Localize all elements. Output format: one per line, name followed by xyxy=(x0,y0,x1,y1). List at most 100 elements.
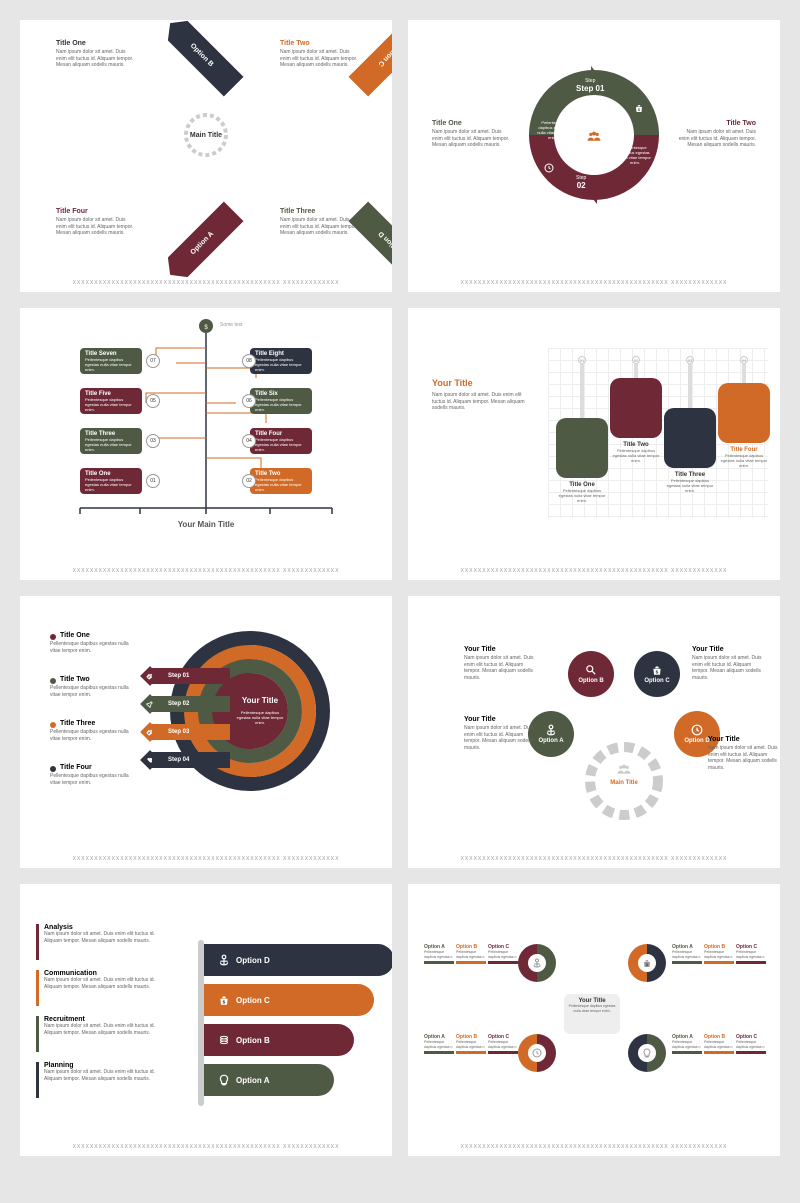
title: Title Four xyxy=(56,208,136,215)
left-title: Title One xyxy=(432,120,512,127)
leaf-Option B: Option B xyxy=(204,1024,354,1056)
arm-Option A: Option A xyxy=(160,201,243,284)
lorem: Nam ipsum dolor sit amet. Duis enim elit… xyxy=(56,49,136,69)
callout-01: Title OnePellentesque dapibus egestas nu… xyxy=(80,468,142,494)
step-2: Step 03 xyxy=(150,724,230,740)
step-3: Step 04 xyxy=(150,752,230,768)
leaf-Option D: Option D xyxy=(204,944,392,976)
donut-3 xyxy=(628,1034,666,1072)
slide-3-tree: $ Some text Title SevenPellentesque dapi… xyxy=(20,308,392,580)
card-num: 04 xyxy=(740,356,748,364)
dot xyxy=(50,634,56,640)
top-text: Some text xyxy=(220,322,243,328)
num-04: 04 xyxy=(242,434,256,448)
card-num: 03 xyxy=(686,356,694,364)
center-title: Your Title xyxy=(235,696,285,705)
title: Planning xyxy=(44,1062,164,1069)
dot xyxy=(50,722,56,728)
main-title: Your Main Title xyxy=(20,520,392,529)
slide-4-cards: Your Title Nam ipsum dolor sit amet. Dui… xyxy=(408,308,780,580)
footer: XXXXXXXXXXXXXXXXXXXXXXXXXXXXXXXXXXXXXXXX… xyxy=(20,1144,392,1150)
footer: XXXXXXXXXXXXXXXXXXXXXXXXXXXXXXXXXXXXXXXX… xyxy=(408,280,780,286)
title: Your Title xyxy=(708,736,778,743)
lorem: Nam ipsum dolor sit amet. Duis enim elit… xyxy=(432,392,532,412)
bar xyxy=(36,924,39,960)
lorem: Nam ipsum dolor sit amet. Duis enim elit… xyxy=(676,129,756,149)
title: Your Title xyxy=(464,716,534,723)
footer: XXXXXXXXXXXXXXXXXXXXXXXXXXXXXXXXXXXXXXXX… xyxy=(408,856,780,862)
lorem: Nam ipsum dolor sit amet. Duis enim elit… xyxy=(432,129,512,149)
title: Title One xyxy=(60,632,90,639)
bar xyxy=(36,1062,39,1098)
step-0: Step 01 xyxy=(150,668,230,684)
step-02: Step02 xyxy=(576,175,586,190)
card-3 xyxy=(718,383,770,443)
node-Option C: Option C xyxy=(634,651,680,697)
center-hub: Main Title xyxy=(179,108,233,162)
donut-2 xyxy=(518,1034,556,1072)
title: Your Title xyxy=(692,646,762,653)
arm-Option D: Option D xyxy=(348,201,392,284)
title: Analysis xyxy=(44,924,164,931)
card-num: 01 xyxy=(578,356,586,364)
slide-8-donuts: Your Title Pellentesque dapibus egestas … xyxy=(408,884,780,1156)
callout-05: Title FivePellentesque dapibus egestas n… xyxy=(80,388,142,414)
title: Title Three xyxy=(60,720,95,727)
title: Your Title xyxy=(464,646,534,653)
right-title: Title Two xyxy=(676,120,756,127)
card-2 xyxy=(664,408,716,468)
title: Title Two xyxy=(60,676,90,683)
donut-1 xyxy=(628,944,666,982)
title: Communication xyxy=(44,970,164,977)
slides-grid: Title One Nam ipsum dolor sit amet. Duis … xyxy=(20,20,780,1156)
card-num: 02 xyxy=(632,356,640,364)
callout-06: Title SixPellentesque dapibus egestas nu… xyxy=(250,388,312,414)
card-1 xyxy=(610,378,662,438)
leaf-Option C: Option C xyxy=(204,984,374,1016)
callout-08: Title EightPellentesque dapibus egestas … xyxy=(250,348,312,374)
leaf-Option A: Option A xyxy=(204,1064,334,1096)
callout-07: Title SevenPellentesque dapibus egestas … xyxy=(80,348,142,374)
title: Title Two xyxy=(280,40,360,47)
arm-Option B: Option B xyxy=(160,20,243,97)
lorem: Nam ipsum dolor sit amet. Duis enim elit… xyxy=(56,217,136,237)
slide-7-leaves: AnalysisNam ipsum dolor sit amet. Duis e… xyxy=(20,884,392,1156)
card-0 xyxy=(556,418,608,478)
slide-2-cycle: Title One Nam ipsum dolor sit amet. Duis… xyxy=(408,20,780,292)
donut-0 xyxy=(518,944,556,982)
slide-1-pinwheel: Title One Nam ipsum dolor sit amet. Duis … xyxy=(20,20,392,292)
node-Option B: Option B xyxy=(568,651,614,697)
num-07: 07 xyxy=(146,354,160,368)
num-05: 05 xyxy=(146,394,160,408)
footer: XXXXXXXXXXXXXXXXXXXXXXXXXXXXXXXXXXXXXXXX… xyxy=(408,1144,780,1150)
dot xyxy=(50,766,56,772)
num-06: 06 xyxy=(242,394,256,408)
footer: XXXXXXXXXXXXXXXXXXXXXXXXXXXXXXXXXXXXXXXX… xyxy=(408,568,780,574)
slide-5-concentric: Title OnePellentesque dapibus egestas nu… xyxy=(20,596,392,868)
slide-6-hub: Main Title Option AOption BOption COptio… xyxy=(408,596,780,868)
bar xyxy=(36,1016,39,1052)
center-label: Main Title xyxy=(606,780,642,786)
title: Your Title xyxy=(432,378,532,388)
footer: XXXXXXXXXXXXXXXXXXXXXXXXXXXXXXXXXXXXXXXX… xyxy=(20,856,392,862)
lorem: Nam ipsum dolor sit amet. Duis enim elit… xyxy=(280,49,360,69)
callout-03: Title ThreePellentesque dapibus egestas … xyxy=(80,428,142,454)
title: Recruitment xyxy=(44,1016,164,1023)
bar xyxy=(36,970,39,1006)
num-08: 08 xyxy=(242,354,256,368)
callout-02: Title TwoPellentesque dapibus egestas nu… xyxy=(250,468,312,494)
node-Option A: Option A xyxy=(528,711,574,757)
footer: XXXXXXXXXXXXXXXXXXXXXXXXXXXXXXXXXXXXXXXX… xyxy=(20,568,392,574)
dot xyxy=(50,678,56,684)
title: Title Four xyxy=(60,764,92,771)
center-box: Your Title Pellentesque dapibus egestas … xyxy=(564,994,620,1034)
callout-04: Title FourPellentesque dapibus egestas n… xyxy=(250,428,312,454)
num-02: 02 xyxy=(242,474,256,488)
step-01: StepStep 01 xyxy=(576,78,604,93)
step-1: Step 02 xyxy=(150,696,230,712)
num-03: 03 xyxy=(146,434,160,448)
footer: XXXXXXXXXXXXXXXXXXXXXXXXXXXXXXXXXXXXXXXX… xyxy=(20,280,392,286)
tree-lines: $ xyxy=(20,308,392,548)
num-01: 01 xyxy=(146,474,160,488)
title: Title One xyxy=(56,40,136,47)
